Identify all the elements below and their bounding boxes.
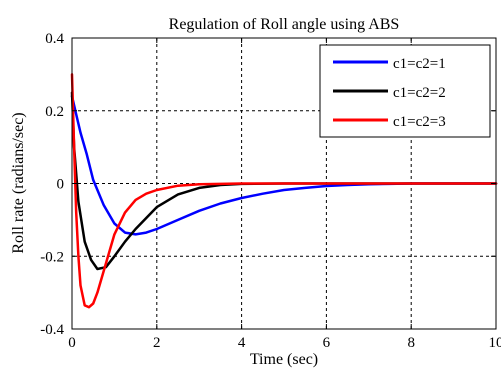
chart-title: Regulation of Roll angle using ABS — [169, 16, 400, 33]
y-tick-label: 0 — [57, 177, 65, 193]
legend-label-1: c1=c2=1 — [393, 56, 446, 72]
x-tick-label: 2 — [153, 335, 161, 351]
y-tick-label: 0.2 — [45, 104, 64, 120]
y-tick-label: -0.2 — [40, 249, 64, 265]
legend: c1=c2=1 c1=c2=2 c1=c2=3 — [319, 44, 491, 138]
legend-label-3: c1=c2=3 — [393, 114, 446, 130]
x-tick-label: 6 — [323, 335, 331, 351]
y-tick-label: -0.4 — [40, 322, 64, 338]
legend-label-2: c1=c2=2 — [393, 85, 446, 101]
y-axis-title: Roll rate (radians/sec) — [10, 112, 27, 253]
y-tick-labels: -0.4 -0.2 0 0.2 0.4 — [40, 31, 64, 338]
x-axis-title: Time (sec) — [250, 351, 318, 368]
axis-ticks — [71, 37, 497, 330]
x-tick-label: 0 — [68, 335, 76, 351]
series-line-3 — [70, 73, 498, 309]
series-lines — [70, 73, 498, 309]
x-tick-labels: 0 2 4 6 8 10 — [68, 335, 501, 351]
y-tick-label: 0.4 — [45, 31, 64, 47]
x-tick-label: 8 — [407, 335, 415, 351]
x-tick-label: 10 — [489, 335, 501, 351]
x-tick-label: 4 — [238, 335, 246, 351]
